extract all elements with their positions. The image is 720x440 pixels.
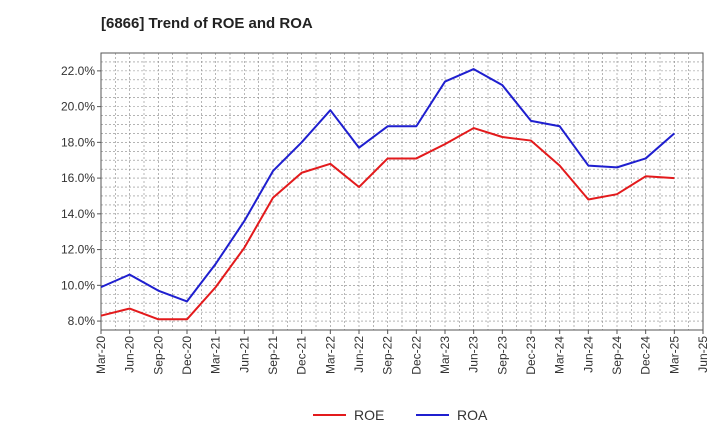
y-tick-label: 22.0% [61, 64, 95, 78]
series-line-roe [100, 127, 675, 321]
grid-lines [101, 53, 703, 330]
x-tick-label: Jun-24 [581, 336, 595, 373]
x-tick-label: Dec-20 [180, 336, 194, 375]
x-tick-label: Jun-22 [352, 336, 366, 373]
x-tick-label: Jun-20 [123, 336, 137, 373]
y-tick-label: 14.0% [61, 207, 95, 221]
legend-label-roa: ROA [457, 407, 488, 423]
x-tick-label: Sep-21 [266, 336, 280, 375]
x-tick-label: Mar-23 [438, 336, 452, 374]
x-tick-label: Jun-23 [467, 336, 481, 373]
x-tick-label: Dec-22 [409, 336, 423, 375]
x-tick-label: Mar-24 [553, 336, 567, 374]
y-tick-label: 18.0% [61, 135, 95, 149]
x-tick-label: Jun-25 [696, 336, 710, 373]
y-tick-label: 8.0% [68, 314, 96, 328]
y-tick-label: 16.0% [61, 171, 95, 185]
x-tick-label: Dec-24 [639, 336, 653, 375]
x-tick-label: Dec-21 [295, 336, 309, 375]
y-axis-ticks: 8.0% 10.0% 12.0% 14.0% 16.0% 18.0% 20.0% 22.0% [61, 64, 101, 328]
x-tick-label: Sep-22 [381, 336, 395, 375]
x-tick-label: Sep-23 [495, 336, 509, 375]
plot-border [100, 52, 704, 331]
series-lines [100, 68, 675, 321]
chart-title: [6866] Trend of ROE and ROA [101, 15, 313, 32]
x-tick-label: Sep-24 [610, 336, 624, 375]
x-tick-label: Mar-21 [209, 336, 223, 374]
y-tick-label: 10.0% [61, 278, 95, 292]
x-tick-label: Dec-23 [524, 336, 538, 375]
legend: ROE ROA [313, 407, 488, 423]
x-tick-label: Mar-25 [667, 336, 681, 374]
x-axis-ticks: Mar-20 Jun-20 Sep-20 Dec-20 Mar-21 Jun-21 Sep-… [94, 330, 710, 375]
x-tick-label: Mar-22 [323, 336, 337, 374]
legend-label-roe: ROE [354, 407, 384, 423]
series-line-roa [100, 68, 675, 303]
x-tick-label: Jun-21 [237, 336, 251, 373]
x-tick-label: Mar-20 [94, 336, 108, 374]
x-tick-label: Sep-20 [151, 336, 165, 375]
y-tick-label: 20.0% [61, 100, 95, 114]
y-tick-label: 12.0% [61, 243, 95, 257]
